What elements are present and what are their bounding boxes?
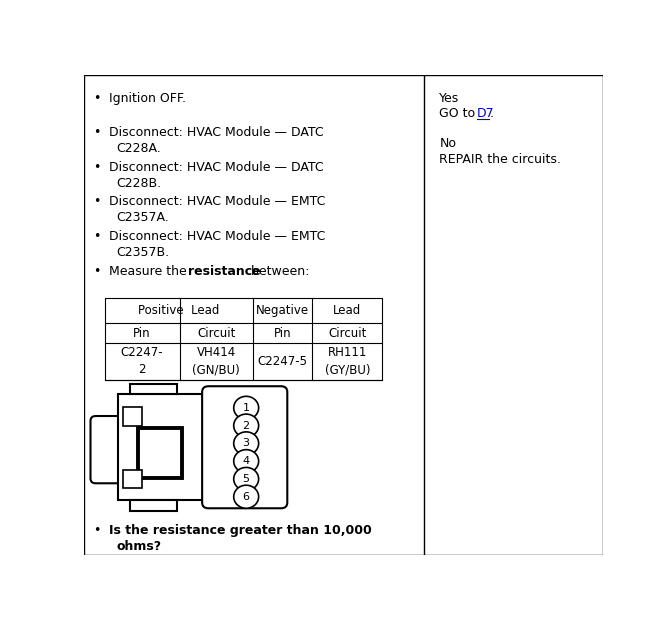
Text: •: •: [93, 230, 100, 243]
Text: Disconnect: HVAC Module — EMTC: Disconnect: HVAC Module — EMTC: [109, 195, 325, 208]
Text: Lead: Lead: [333, 305, 361, 317]
Circle shape: [234, 450, 259, 473]
Text: VH414
(GN/BU): VH414 (GN/BU): [192, 346, 240, 376]
Text: Positive  Lead: Positive Lead: [138, 305, 219, 317]
Text: 5: 5: [243, 474, 250, 484]
Text: D7: D7: [477, 107, 494, 120]
Text: Circuit: Circuit: [197, 327, 235, 340]
Bar: [123, 407, 143, 426]
FancyBboxPatch shape: [202, 386, 287, 509]
Text: C2357A.: C2357A.: [117, 212, 170, 225]
Bar: [131, 384, 178, 394]
Bar: [105, 298, 383, 379]
Circle shape: [234, 432, 259, 455]
Bar: [131, 500, 178, 510]
Text: Negative: Negative: [256, 305, 309, 317]
Bar: [138, 428, 182, 479]
Text: Pin: Pin: [273, 327, 291, 340]
Bar: [211, 397, 214, 498]
Text: Is the resistance greater than 10,000: Is the resistance greater than 10,000: [109, 524, 371, 537]
Text: Circuit: Circuit: [328, 327, 366, 340]
Text: C228A.: C228A.: [117, 142, 161, 155]
Text: 1: 1: [243, 403, 250, 413]
Text: 4: 4: [243, 456, 250, 466]
Text: •: •: [93, 126, 100, 139]
Text: REPAIR the circuits.: REPAIR the circuits.: [440, 153, 561, 166]
Bar: [123, 470, 143, 488]
Text: 3: 3: [243, 439, 250, 449]
Text: C2247-5: C2247-5: [257, 355, 308, 368]
Text: •: •: [93, 92, 100, 105]
Text: resistance: resistance: [188, 265, 260, 278]
Text: .: .: [490, 107, 494, 120]
Text: 6: 6: [243, 492, 250, 502]
Circle shape: [234, 414, 259, 437]
Text: Disconnect: HVAC Module — DATC: Disconnect: HVAC Module — DATC: [109, 161, 324, 174]
Text: C2247-
2: C2247- 2: [121, 346, 163, 376]
Text: Disconnect: HVAC Module — EMTC: Disconnect: HVAC Module — EMTC: [109, 230, 325, 243]
Text: RH111
(GY/BU): RH111 (GY/BU): [324, 346, 370, 376]
Text: between:: between:: [247, 265, 310, 278]
Text: Disconnect: HVAC Module — DATC: Disconnect: HVAC Module — DATC: [109, 126, 324, 139]
Text: Yes: Yes: [440, 92, 460, 105]
Text: ohms?: ohms?: [117, 540, 161, 553]
FancyBboxPatch shape: [90, 416, 126, 483]
Text: Pin: Pin: [133, 327, 151, 340]
Text: •: •: [93, 195, 100, 208]
Text: Measure the: Measure the: [109, 265, 190, 278]
Text: C228B.: C228B.: [117, 177, 161, 190]
Text: 2: 2: [243, 421, 250, 431]
Text: C2357B.: C2357B.: [117, 246, 170, 259]
Text: No: No: [440, 137, 456, 150]
Text: GO to: GO to: [440, 107, 480, 120]
Circle shape: [234, 485, 259, 509]
Circle shape: [234, 467, 259, 490]
Text: •: •: [93, 524, 100, 537]
Text: Ignition OFF.: Ignition OFF.: [109, 92, 186, 105]
Text: •: •: [93, 161, 100, 174]
Circle shape: [234, 396, 259, 419]
Text: •: •: [93, 265, 100, 278]
Bar: [117, 394, 214, 500]
